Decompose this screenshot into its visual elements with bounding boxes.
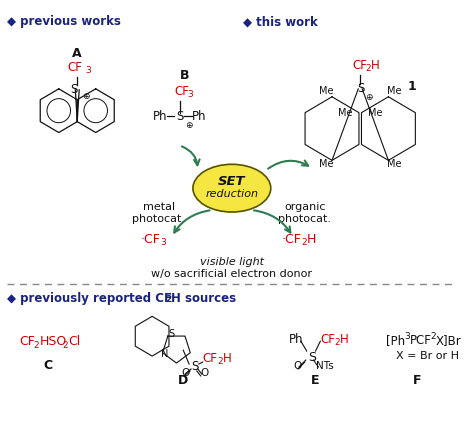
Text: ⊕: ⊕ bbox=[365, 93, 373, 102]
Text: 2: 2 bbox=[334, 338, 339, 347]
Text: Ph: Ph bbox=[153, 110, 168, 123]
Text: SET: SET bbox=[218, 175, 246, 188]
Text: X]Br: X]Br bbox=[436, 334, 462, 347]
Text: ⊕: ⊕ bbox=[185, 121, 192, 130]
Text: Me: Me bbox=[338, 108, 353, 118]
Text: ◆ previous works: ◆ previous works bbox=[7, 15, 121, 28]
Text: H: H bbox=[340, 333, 348, 346]
Text: Ph: Ph bbox=[192, 110, 207, 123]
Text: 2: 2 bbox=[34, 341, 39, 350]
Text: Cl: Cl bbox=[68, 335, 81, 348]
Text: 3: 3 bbox=[85, 67, 91, 75]
Text: Ph: Ph bbox=[289, 333, 304, 346]
Text: CF: CF bbox=[203, 352, 218, 365]
Text: PCF: PCF bbox=[410, 334, 432, 347]
Text: H: H bbox=[223, 352, 232, 365]
Text: CF: CF bbox=[320, 333, 335, 346]
Text: CF: CF bbox=[68, 61, 83, 74]
Text: X = Br or H: X = Br or H bbox=[396, 351, 459, 361]
Text: HSO: HSO bbox=[39, 335, 66, 348]
Text: ◆ previously reported CF: ◆ previously reported CF bbox=[7, 292, 172, 305]
Text: 2: 2 bbox=[165, 295, 171, 304]
Text: H sources: H sources bbox=[171, 292, 236, 305]
Text: 3: 3 bbox=[187, 90, 193, 99]
Text: NTs: NTs bbox=[317, 361, 334, 371]
Text: CF: CF bbox=[19, 335, 35, 348]
Text: metal
photocat.: metal photocat. bbox=[132, 202, 185, 224]
Text: 2: 2 bbox=[365, 64, 371, 74]
Text: D: D bbox=[178, 374, 188, 387]
Text: O: O bbox=[181, 368, 190, 378]
Text: H: H bbox=[371, 59, 380, 73]
Text: E: E bbox=[311, 374, 320, 387]
Ellipse shape bbox=[193, 164, 271, 212]
Text: 2: 2 bbox=[63, 341, 68, 350]
Text: Me: Me bbox=[387, 86, 401, 96]
Text: CF: CF bbox=[353, 59, 367, 73]
Text: S: S bbox=[357, 82, 364, 95]
Text: S: S bbox=[308, 350, 316, 364]
Text: CF: CF bbox=[174, 85, 189, 98]
Text: w/o sacrificial electron donor: w/o sacrificial electron donor bbox=[151, 269, 312, 279]
Text: S: S bbox=[70, 83, 78, 96]
Text: O: O bbox=[201, 368, 209, 378]
Text: Me: Me bbox=[319, 160, 333, 169]
Text: ·CF: ·CF bbox=[140, 233, 160, 246]
Text: 2: 2 bbox=[430, 332, 436, 341]
Text: C: C bbox=[44, 359, 53, 372]
Text: ·CF: ·CF bbox=[282, 233, 301, 246]
Text: F: F bbox=[413, 374, 422, 387]
Text: S: S bbox=[169, 329, 175, 339]
Text: N: N bbox=[161, 349, 168, 359]
Text: A: A bbox=[73, 46, 82, 59]
Text: 1: 1 bbox=[408, 80, 417, 93]
Text: Me: Me bbox=[368, 108, 383, 118]
Text: O: O bbox=[293, 361, 301, 371]
Text: 3: 3 bbox=[160, 238, 165, 247]
Text: S: S bbox=[176, 110, 184, 123]
Text: ◆ this work: ◆ this work bbox=[243, 15, 317, 28]
Text: visible light: visible light bbox=[200, 257, 264, 267]
Text: S: S bbox=[191, 359, 199, 372]
Text: reduction: reduction bbox=[205, 189, 258, 199]
Text: 2: 2 bbox=[301, 238, 307, 247]
Text: organic
photocat.: organic photocat. bbox=[278, 202, 331, 224]
Text: [Ph: [Ph bbox=[386, 334, 406, 347]
Text: Me: Me bbox=[387, 160, 401, 169]
Text: B: B bbox=[180, 69, 189, 83]
Text: 3: 3 bbox=[404, 332, 410, 341]
Text: H: H bbox=[307, 233, 316, 246]
Text: ⊕: ⊕ bbox=[82, 92, 90, 101]
Text: Me: Me bbox=[319, 86, 333, 96]
Text: 2: 2 bbox=[217, 356, 223, 366]
